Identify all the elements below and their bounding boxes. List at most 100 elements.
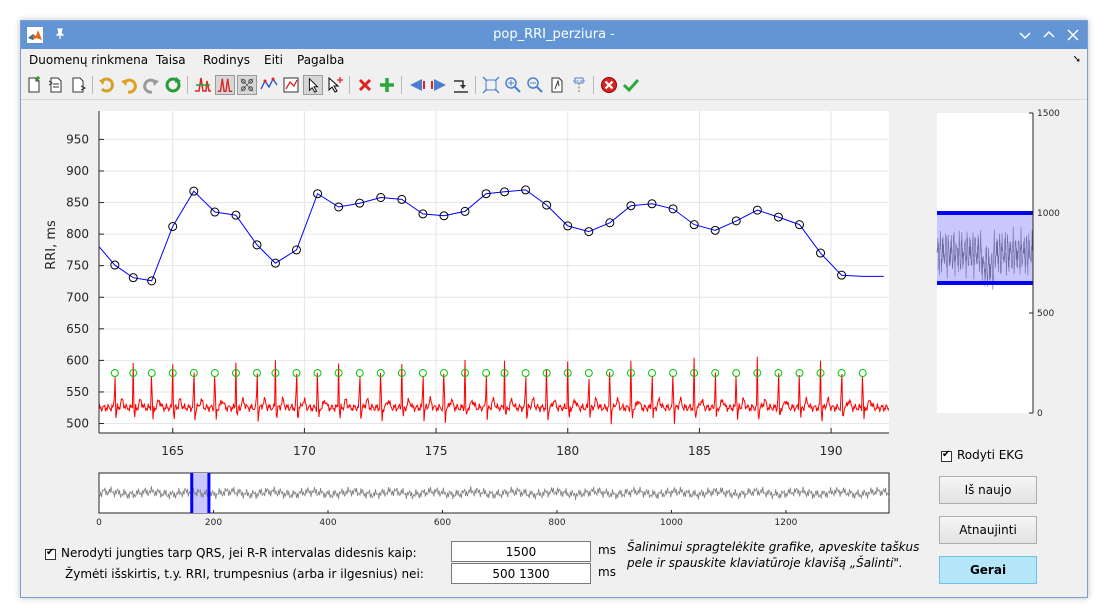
qrs-marker [669, 369, 678, 378]
qrs-marker [439, 369, 448, 378]
rri-point [252, 240, 262, 250]
add-green-plus-icon[interactable] [377, 75, 397, 95]
qrs-marker [774, 369, 783, 378]
point-tool-icon[interactable] [259, 75, 279, 95]
ok-button[interactable]: Gerai [939, 556, 1037, 584]
rri-point [647, 199, 657, 209]
side-tick-label: 0 [1037, 409, 1043, 419]
rri-line [99, 189, 884, 282]
y-tick-label: 800 [66, 227, 89, 241]
undo-all-icon[interactable] [97, 75, 117, 95]
qrs-marker [521, 369, 530, 378]
qrs-marker [500, 369, 509, 378]
qrs-marker [461, 369, 470, 378]
grid-select-icon[interactable] [237, 75, 257, 95]
zoom-box-tool-icon[interactable] [281, 75, 301, 95]
rri-point [313, 189, 323, 199]
pointer-arrow-icon[interactable] [303, 75, 323, 95]
rri-point [270, 258, 280, 268]
zoom-out-icon[interactable] [525, 75, 545, 95]
data-cursor-icon[interactable] [569, 75, 589, 95]
overview-tick-label: 600 [434, 518, 451, 528]
hint-line-1: Šalinimui spragtelėkite grafike, apveski… [627, 540, 920, 554]
overview-background [98, 472, 890, 514]
rri-point [439, 211, 449, 221]
plot-background [99, 111, 889, 433]
qrs-marker [231, 369, 240, 378]
zoom-in-icon[interactable] [503, 75, 523, 95]
fit-view-icon[interactable] [481, 75, 501, 95]
overview-tick-label: 0 [96, 518, 102, 528]
menu-edit[interactable]: Taisa [156, 53, 186, 67]
qrs-marker [292, 369, 301, 378]
rri-point [500, 187, 510, 197]
overview-trace [98, 486, 890, 500]
rri-point [110, 260, 120, 270]
pin-icon[interactable] [53, 27, 67, 41]
rri-point [418, 209, 428, 219]
overview-tick-label: 800 [548, 518, 565, 528]
overview-tick-label: 200 [205, 518, 222, 528]
menu-help[interactable]: Pagalba [297, 53, 345, 67]
rri-point [816, 248, 826, 258]
overview-plot-area[interactable]: 0 200 400 600 800 1000 1200 [21, 469, 901, 531]
restart-button[interactable]: Iš naujo [939, 476, 1037, 504]
save-file-icon[interactable] [68, 75, 88, 95]
title-bar: pop_RRI_perziura - [21, 21, 1087, 49]
side-panel-plot[interactable]: 1500 1000 500 0 [921, 101, 1087, 441]
qrs-marker [313, 369, 322, 378]
peak-mark-icon[interactable] [193, 75, 213, 95]
pointer-plus-icon[interactable] [325, 75, 345, 95]
update-button[interactable]: Atnaujinti [939, 516, 1037, 544]
rri-point [626, 201, 636, 211]
check-mark-icon: ✔ [46, 547, 55, 558]
open-file-icon[interactable] [46, 75, 66, 95]
rri-point [128, 273, 138, 283]
ok-green-check-icon[interactable] [621, 75, 641, 95]
rri-point [376, 192, 386, 202]
cancel-red-icon[interactable] [599, 75, 619, 95]
qrs-marker [168, 369, 177, 378]
max-rr-input[interactable] [451, 541, 591, 562]
new-file-icon[interactable] [24, 75, 44, 95]
x-tick-label: 190 [820, 444, 843, 458]
rri-point [292, 245, 301, 255]
outlier-range-input[interactable] [451, 563, 591, 584]
qrs-marker [397, 369, 406, 378]
check-mark-icon: ✔ [942, 449, 951, 460]
qrs-marker [605, 369, 614, 378]
rri-plot-area[interactable]: 950 900 850 800 750 700 650 600 550 500 165 170 175 1… [21, 101, 901, 471]
overview-tick-label: 1200 [775, 518, 798, 528]
qrs-marker [542, 369, 551, 378]
y-tick-label: 500 [66, 417, 89, 431]
rri-point [334, 202, 344, 212]
next-arrow-icon[interactable] [429, 75, 449, 95]
menu-go[interactable]: Eiti [264, 53, 283, 67]
peak-select-icon[interactable] [215, 75, 235, 95]
close-icon[interactable] [1063, 25, 1083, 45]
page-icon[interactable] [547, 75, 567, 95]
prev-arrow-icon[interactable] [407, 75, 427, 95]
menu-overflow-arrow-icon[interactable]: ➘ [1072, 54, 1081, 65]
ekg-trace [99, 356, 889, 425]
show-ekg-checkbox[interactable]: ✔ [941, 449, 952, 462]
minimize-icon[interactable] [1015, 25, 1035, 45]
qrs-marker [753, 369, 762, 378]
no-connect-checkbox[interactable]: ✔ [45, 547, 56, 560]
menu-view[interactable]: Rodinys [203, 53, 251, 67]
overview-tick-label: 400 [319, 518, 336, 528]
delete-red-x-icon[interactable] [355, 75, 375, 95]
undo-icon[interactable] [119, 75, 139, 95]
qrs-marker [858, 369, 867, 378]
redo-icon[interactable] [141, 75, 161, 95]
maximize-icon[interactable] [1039, 25, 1059, 45]
jump-icon[interactable] [451, 75, 471, 95]
refresh-icon[interactable] [163, 75, 183, 95]
qrs-marker [210, 369, 219, 378]
qrs-marker [563, 369, 572, 378]
overview-tick-label: 1000 [660, 518, 683, 528]
show-ekg-label: Rodyti EKG [957, 448, 1024, 462]
menu-file[interactable]: Duomenų rinkmena [29, 53, 149, 67]
rri-point [689, 220, 699, 230]
qrs-marker [355, 369, 364, 378]
